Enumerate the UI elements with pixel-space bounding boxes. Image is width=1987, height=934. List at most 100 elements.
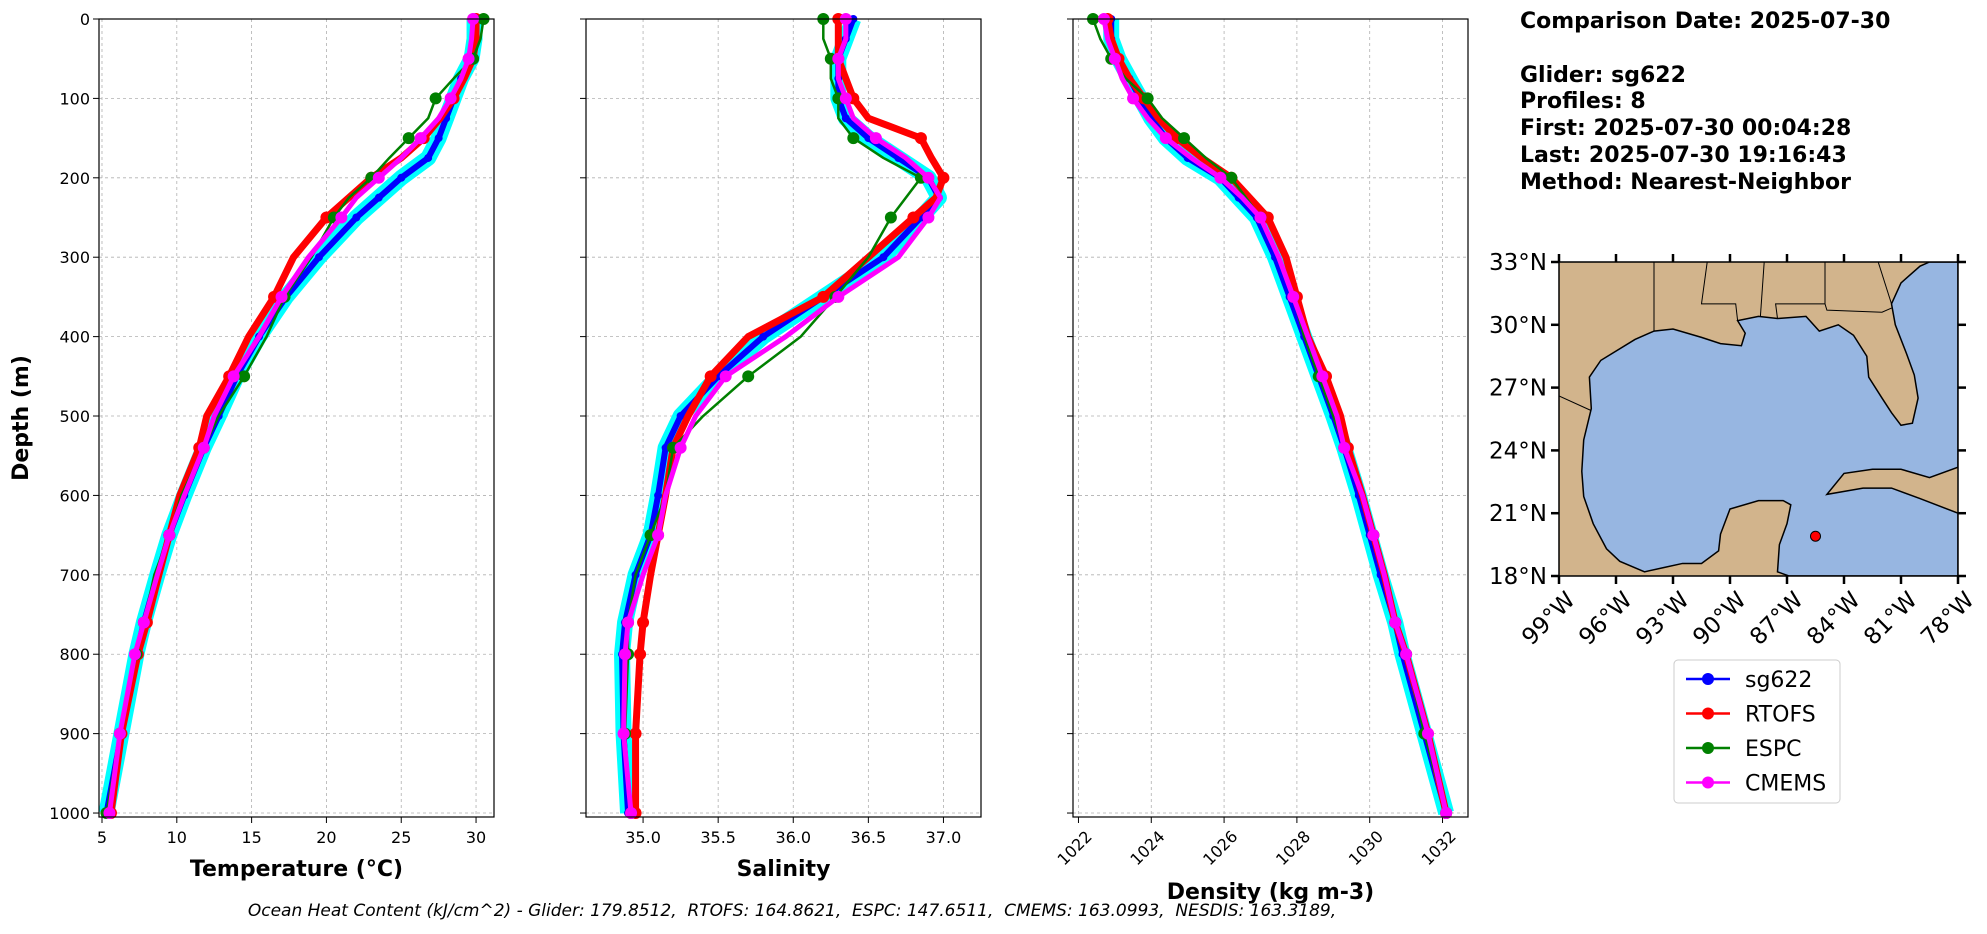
profile-marker bbox=[314, 253, 323, 262]
y-tick-label: 100 bbox=[59, 89, 90, 108]
x-tick-label: 36.5 bbox=[851, 828, 887, 847]
profile-marker bbox=[922, 211, 935, 224]
profile-marker bbox=[1214, 171, 1227, 184]
info-line: Last: 2025-07-30 19:16:43 bbox=[1520, 143, 1847, 168]
map bbox=[1559, 262, 1958, 576]
profile-marker bbox=[424, 153, 433, 162]
y-tick-label: 0 bbox=[80, 10, 90, 29]
profile-marker bbox=[634, 648, 647, 661]
map-y-label: 24°N bbox=[1489, 438, 1547, 464]
profile-marker bbox=[197, 441, 210, 454]
legend-label: RTOFS bbox=[1745, 703, 1816, 728]
profile-marker bbox=[832, 52, 845, 65]
plot-frame bbox=[1072, 18, 1469, 818]
profile-marker bbox=[429, 92, 442, 105]
plot-frame bbox=[98, 18, 495, 818]
profile-marker bbox=[462, 52, 475, 65]
x-tick-label: 35.0 bbox=[625, 828, 661, 847]
profile-marker bbox=[884, 211, 897, 224]
profile-marker bbox=[137, 616, 150, 629]
profile-marker bbox=[1178, 132, 1191, 145]
profile-marker bbox=[652, 529, 665, 542]
info-block: Comparison Date: 2025-07-30 Glider: sg622… bbox=[1520, 9, 1890, 195]
x-tick-label: 1024 bbox=[1126, 827, 1168, 869]
info-line: Method: Nearest-Neighbor bbox=[1520, 170, 1851, 195]
profile-marker bbox=[1440, 807, 1453, 820]
y-tick-label: 600 bbox=[59, 486, 90, 505]
profile-marker bbox=[847, 132, 860, 145]
profile-marker bbox=[372, 171, 385, 184]
plot-frame bbox=[585, 18, 982, 818]
profile-marker bbox=[444, 92, 457, 105]
profile-marker bbox=[335, 211, 348, 224]
profile-marker bbox=[402, 132, 415, 145]
panel: 35.0 35.5 36.0 36.5 37.0 Salinity bbox=[580, 13, 982, 882]
profile-marker bbox=[625, 807, 638, 820]
x-tick-label: 35.5 bbox=[700, 828, 736, 847]
y-tick-label: 1000 bbox=[49, 804, 90, 823]
y-tick-label: 800 bbox=[59, 645, 90, 664]
profile-marker bbox=[113, 727, 126, 740]
x-tick-label: 30 bbox=[466, 828, 486, 847]
border bbox=[1825, 304, 1892, 312]
x-tick-label: 25 bbox=[391, 828, 411, 847]
profile-marker bbox=[374, 193, 383, 202]
profile-marker bbox=[128, 648, 141, 661]
map-x-label: 96°W bbox=[1574, 587, 1637, 650]
x-tick-label: 5 bbox=[97, 828, 107, 847]
profile-marker bbox=[637, 616, 650, 629]
info-line: Comparison Date: 2025-07-30 bbox=[1520, 9, 1890, 34]
profile-marker bbox=[1338, 441, 1351, 454]
profile-marker bbox=[674, 441, 687, 454]
y-tick-label: 300 bbox=[59, 248, 90, 267]
x-tick-label: 1032 bbox=[1418, 827, 1460, 869]
profile-marker bbox=[719, 370, 732, 383]
border bbox=[1878, 262, 1891, 304]
map-x-label: 87°W bbox=[1745, 587, 1808, 650]
map-y-label: 21°N bbox=[1489, 501, 1547, 527]
x-axis-label: Density (kg m-3) bbox=[1167, 880, 1375, 905]
profile-marker bbox=[163, 529, 176, 542]
profile-marker bbox=[1400, 648, 1413, 661]
legend-label: sg622 bbox=[1745, 668, 1812, 693]
profile-marker bbox=[937, 171, 950, 184]
profile-marker bbox=[914, 132, 927, 145]
profile-marker bbox=[832, 290, 845, 303]
profile-marker bbox=[1389, 616, 1402, 629]
panel: 1022 1024 1026 1028 1030 1032 Density (kg m-3) bbox=[1054, 13, 1469, 905]
profile-marker bbox=[841, 114, 850, 123]
profile-marker bbox=[879, 253, 888, 262]
legend-marker bbox=[1702, 707, 1714, 720]
border bbox=[1760, 262, 1764, 316]
profile-marker bbox=[617, 727, 630, 740]
profile-marker bbox=[1421, 727, 1434, 740]
profile-line bbox=[1101, 18, 1449, 814]
profile-marker bbox=[839, 92, 852, 105]
profile-marker bbox=[1159, 132, 1172, 145]
border bbox=[1776, 262, 1825, 319]
info-line: Glider: sg622 bbox=[1520, 63, 1686, 88]
profile-marker bbox=[654, 491, 663, 500]
map-y-label: 30°N bbox=[1489, 313, 1547, 339]
profile-marker bbox=[275, 290, 288, 303]
info-line: Profiles: 8 bbox=[1520, 89, 1646, 114]
profile-marker bbox=[1141, 92, 1154, 105]
profile-marker bbox=[397, 173, 406, 182]
x-tick-label: 1030 bbox=[1345, 827, 1387, 869]
x-tick-label: 36.0 bbox=[775, 828, 811, 847]
profile-marker bbox=[352, 213, 361, 222]
legend-box bbox=[1673, 659, 1841, 804]
profile-marker bbox=[742, 370, 755, 383]
profile-marker bbox=[619, 648, 632, 661]
profile-marker bbox=[1108, 52, 1121, 65]
border bbox=[1702, 262, 1738, 321]
profile-marker bbox=[227, 370, 240, 383]
map-x-label: 78°W bbox=[1916, 587, 1979, 650]
map-x-label: 99°W bbox=[1517, 587, 1580, 650]
map-frame bbox=[1558, 261, 1959, 577]
legend-marker bbox=[1702, 742, 1714, 754]
border bbox=[1559, 396, 1591, 411]
profile-marker bbox=[414, 132, 427, 145]
x-axis-label: Salinity bbox=[737, 857, 831, 882]
